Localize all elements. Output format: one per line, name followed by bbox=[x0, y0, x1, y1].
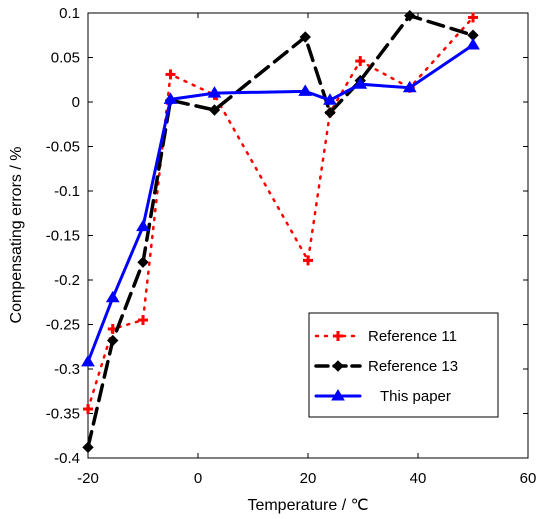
y-tick-label: -0.3 bbox=[54, 361, 80, 378]
x-tick-label: 40 bbox=[410, 470, 427, 487]
y-axis-label: Compensating errors / % bbox=[8, 147, 25, 324]
axis-ticks: -20 0 20 40 60 0.1 0.05 0 -0.05 -0.1 -0.15 -0.2 -0.2… bbox=[46, 5, 537, 487]
data-point bbox=[324, 106, 336, 119]
legend-marker bbox=[331, 389, 345, 401]
data-point bbox=[355, 56, 366, 67]
data-point bbox=[136, 219, 150, 232]
data-point bbox=[105, 290, 120, 303]
data-point bbox=[107, 334, 119, 347]
data-point bbox=[83, 404, 93, 415]
legend-entry: Reference 11 bbox=[314, 328, 457, 345]
data-point bbox=[298, 84, 313, 96]
legend-entry: Reference 13 bbox=[314, 358, 458, 375]
data-point bbox=[353, 77, 368, 89]
x-tick-label: 60 bbox=[520, 470, 537, 487]
y-tick-label: -0.15 bbox=[46, 228, 80, 245]
y-tick-label: -0.05 bbox=[46, 139, 80, 156]
y-tick-label: -0.1 bbox=[54, 183, 80, 200]
series-line bbox=[86, 16, 475, 411]
y-tick-label: -0.4 bbox=[54, 450, 80, 467]
data-point bbox=[402, 80, 417, 93]
data-point bbox=[82, 441, 94, 454]
data-point bbox=[303, 255, 313, 266]
data-point bbox=[137, 256, 149, 268]
legend-marker bbox=[333, 331, 343, 341]
y-tick-label: 0 bbox=[72, 94, 80, 111]
y-tick-label: -0.25 bbox=[46, 317, 80, 334]
x-tick-label: -20 bbox=[77, 470, 99, 487]
series-layer bbox=[81, 9, 480, 454]
series-2 bbox=[81, 38, 480, 367]
x-tick-label: 20 bbox=[300, 470, 317, 487]
data-point bbox=[323, 93, 337, 105]
series-line bbox=[86, 43, 475, 364]
legend-label: Reference 11 bbox=[368, 328, 457, 345]
legend-entry: This paper bbox=[314, 388, 451, 405]
data-point bbox=[404, 9, 416, 22]
data-point bbox=[163, 92, 178, 104]
data-point bbox=[208, 104, 221, 116]
legend-label: This paper bbox=[380, 388, 451, 405]
legend-marker bbox=[332, 360, 344, 372]
data-point bbox=[81, 354, 95, 367]
series-line bbox=[86, 13, 475, 450]
data-point bbox=[299, 31, 311, 43]
data-point bbox=[468, 12, 478, 23]
y-tick-label: 0.1 bbox=[59, 5, 80, 22]
data-point bbox=[138, 315, 148, 326]
data-point bbox=[207, 86, 222, 98]
y-tick-label: -0.2 bbox=[54, 272, 80, 289]
legend-items: Reference 11 Reference 13 This paper bbox=[314, 328, 458, 405]
data-point bbox=[165, 69, 176, 80]
y-tick-label: -0.35 bbox=[46, 406, 80, 423]
legend: Reference 11 Reference 13 This paper bbox=[308, 312, 499, 418]
x-axis-label: Temperature / ℃ bbox=[247, 497, 368, 514]
data-point bbox=[466, 38, 480, 50]
y-tick-label: 0.05 bbox=[51, 50, 80, 67]
x-tick-label: 0 bbox=[194, 470, 202, 487]
legend-label: Reference 13 bbox=[368, 358, 458, 375]
